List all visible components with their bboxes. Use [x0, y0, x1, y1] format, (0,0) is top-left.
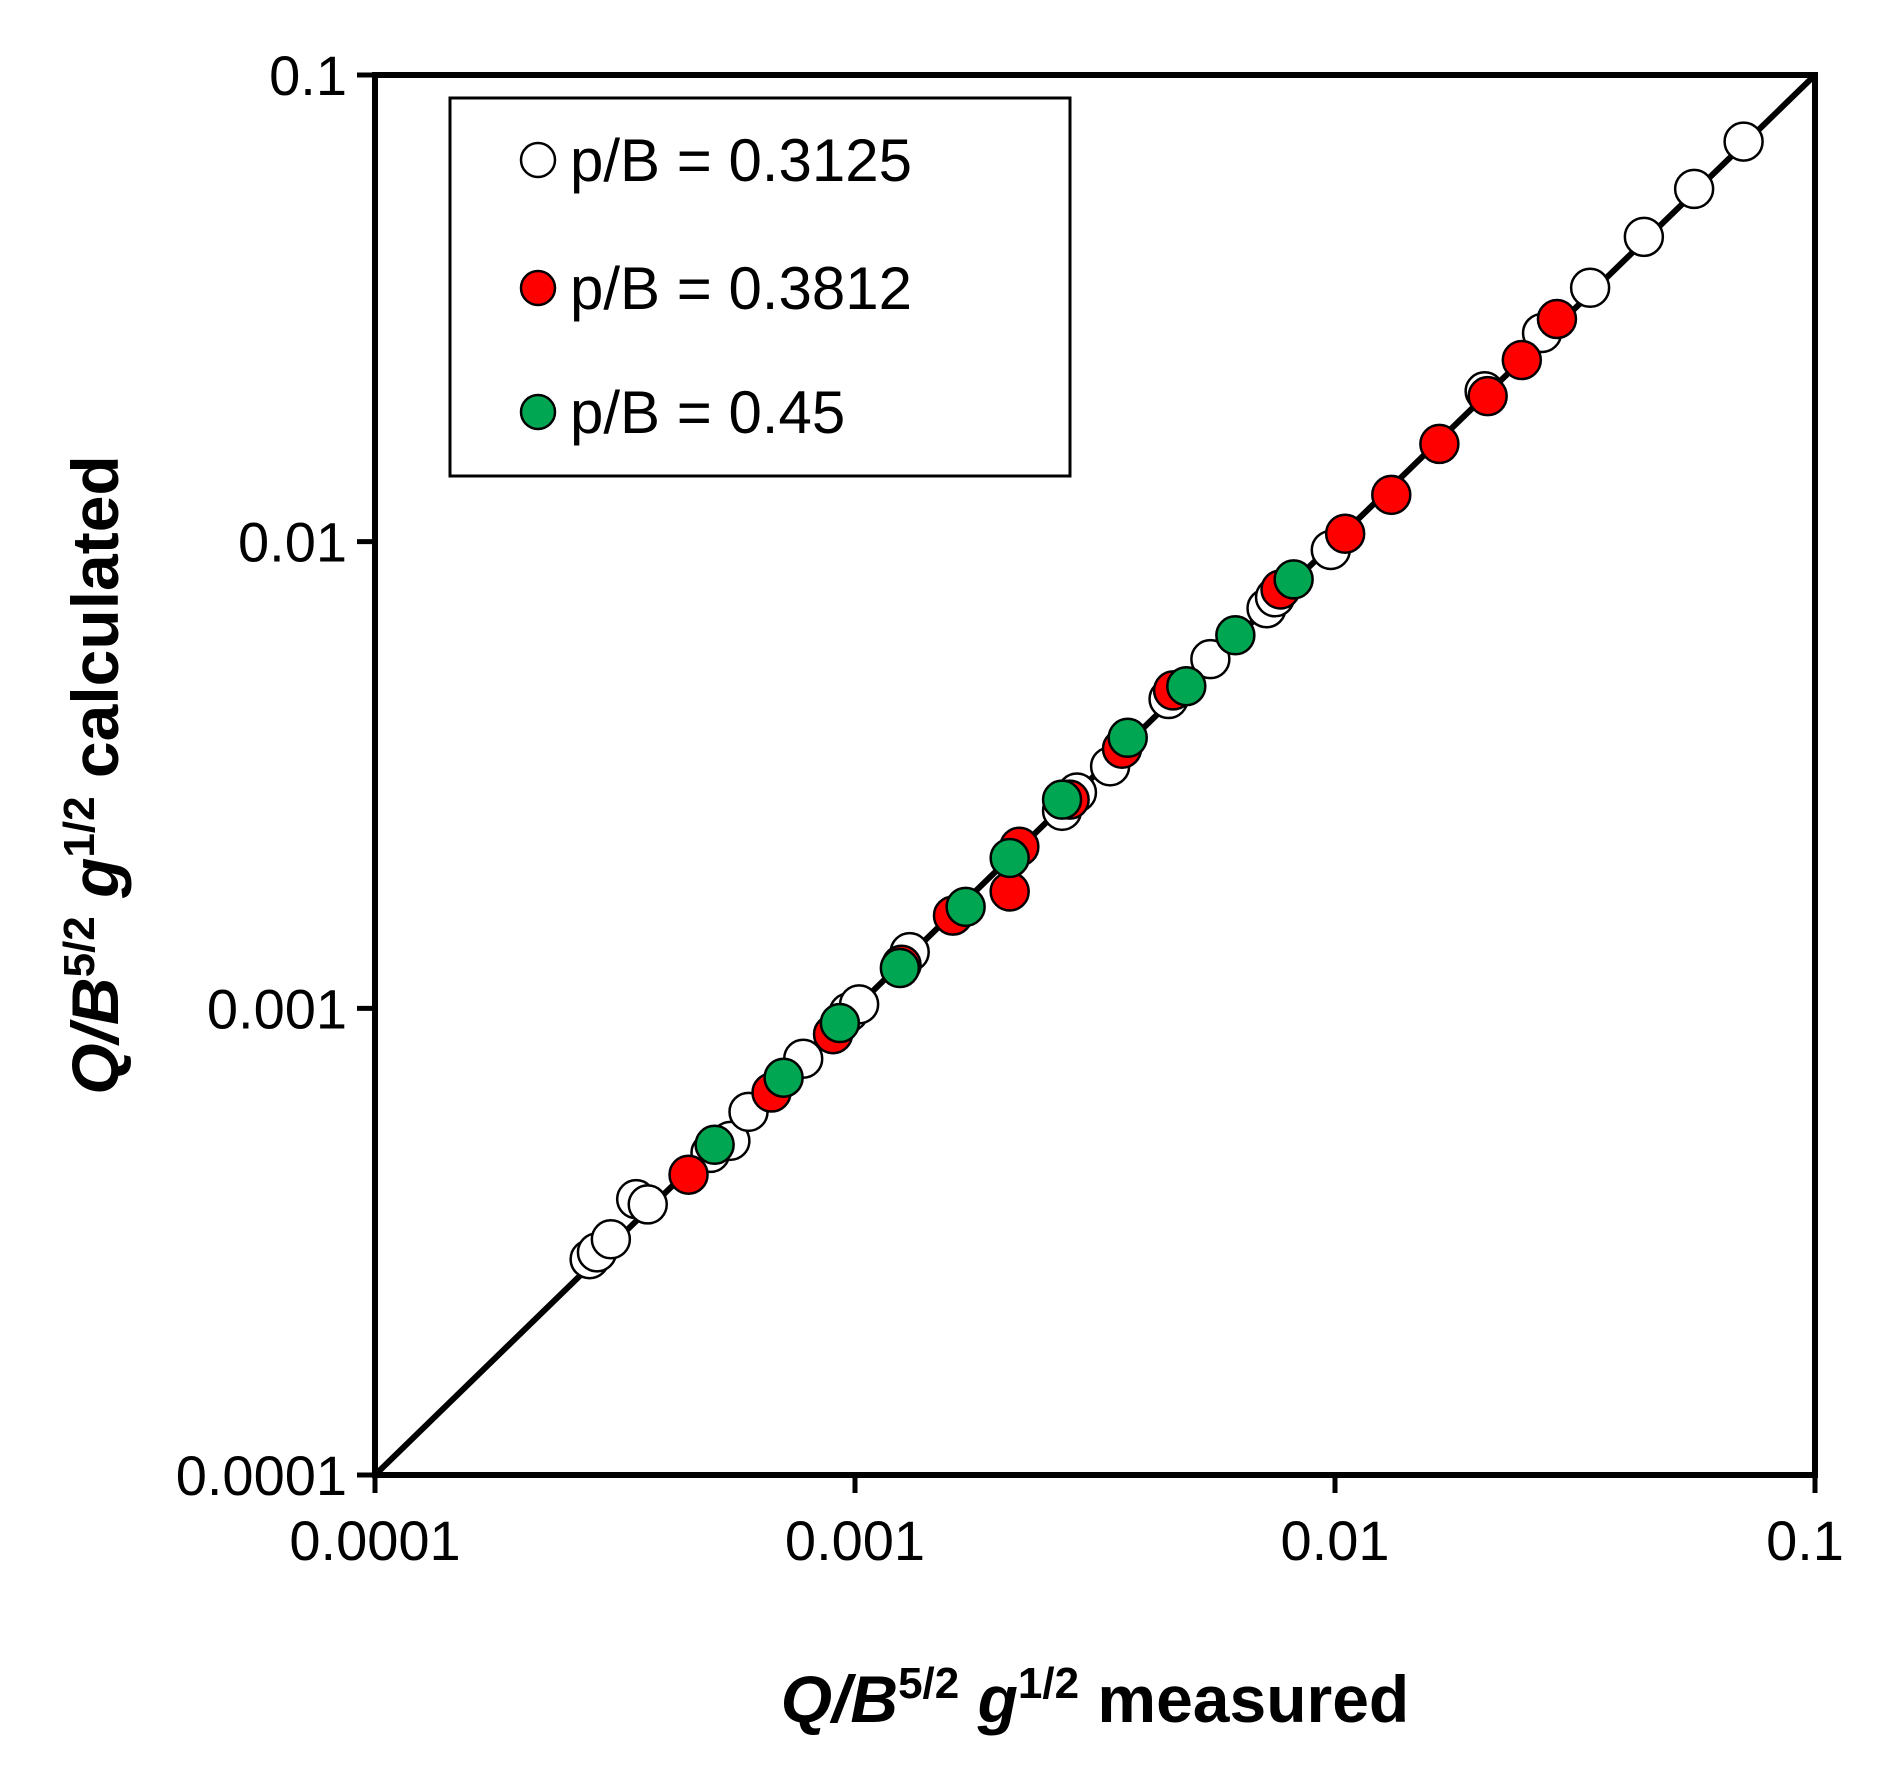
data-point: [590, 1219, 632, 1260]
legend: p/B = 0.3125 p/B = 0.3812 p/B = 0.45: [448, 96, 1072, 478]
y-tick-label: 0.0001: [176, 1444, 347, 1507]
legend-marker-green-circle: [519, 393, 557, 431]
data-point: [1673, 168, 1715, 210]
plot-area-frame: [372, 72, 1818, 1478]
y-tick-label: 0.01: [238, 511, 347, 574]
y-axis-tick-labels: 0.0001 0.001 0.01 0.1: [176, 44, 347, 1507]
data-point: [945, 886, 986, 928]
x-tick-label: 0.001: [785, 1509, 925, 1572]
data-point: [1419, 423, 1460, 465]
legend-label: p/B = 0.3125: [570, 127, 912, 194]
data-point: [1215, 615, 1256, 656]
data-point: [668, 1154, 709, 1195]
tick-marks: [357, 72, 1818, 1493]
legend-marker-white-circle: [519, 141, 557, 179]
x-axis-title: Q/B5/2 g1/2 measured: [781, 1659, 1410, 1736]
data-point: [1166, 665, 1207, 707]
legend-label: p/B = 0.3812: [570, 255, 912, 322]
data-point: [1371, 474, 1412, 516]
data-points-layer: [569, 121, 1764, 1280]
data-point: [879, 947, 921, 989]
legend-label: p/B = 0.45: [570, 379, 845, 446]
data-point: [1569, 267, 1611, 309]
data-point: [1501, 339, 1543, 381]
data-point: [1723, 121, 1764, 162]
data-point: [819, 1002, 861, 1044]
data-point: [1536, 298, 1578, 340]
y-tick-label: 0.1: [269, 44, 347, 107]
data-point: [627, 1184, 668, 1225]
data-point: [1041, 779, 1083, 820]
data-point: [1467, 375, 1508, 417]
y-tick-label: 0.001: [207, 977, 347, 1040]
legend-marker-red-circle: [519, 269, 557, 307]
x-tick-label: 0.0001: [289, 1509, 460, 1572]
data-point: [1107, 717, 1148, 759]
y-axis-title: Q/B5/2 g1/2 calculated: [55, 455, 132, 1095]
data-point: [1623, 216, 1665, 258]
series-3-points: [694, 559, 1314, 1166]
data-point: [763, 1057, 804, 1098]
data-point: [989, 837, 1030, 879]
data-point: [694, 1124, 735, 1166]
data-point: [1190, 638, 1231, 680]
data-point: [1273, 559, 1314, 600]
x-tick-label: 0.01: [1281, 1509, 1390, 1572]
x-axis-tick-labels: 0.0001 0.001 0.01 0.1: [289, 1509, 1844, 1572]
data-point: [1324, 513, 1366, 554]
x-tick-label: 0.1: [1766, 1509, 1844, 1572]
